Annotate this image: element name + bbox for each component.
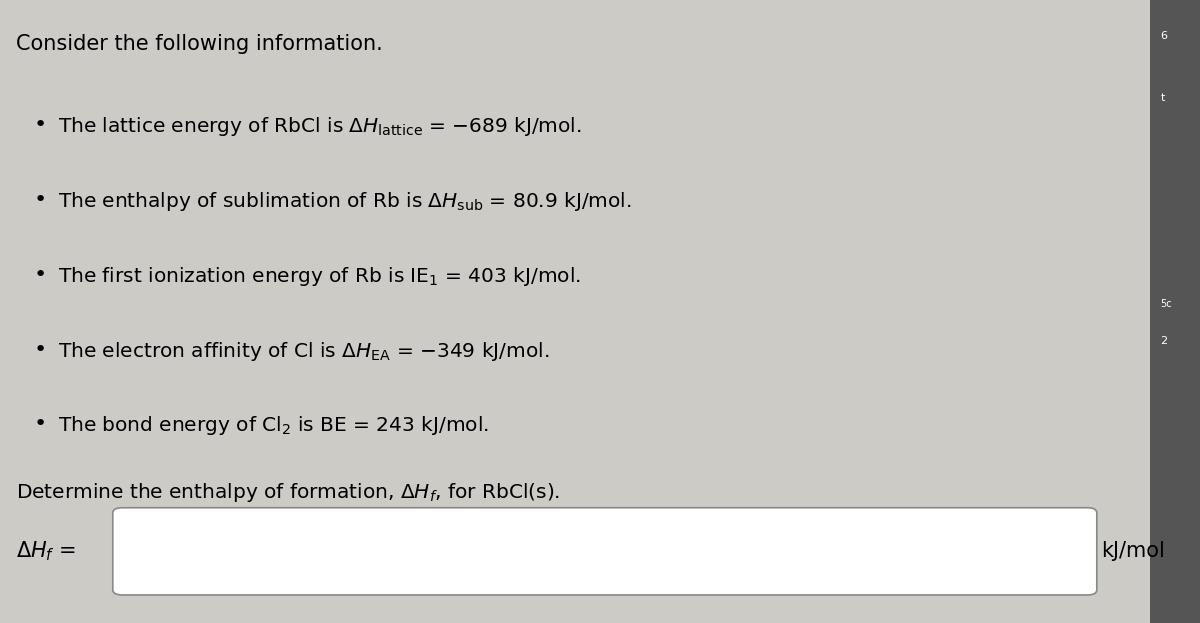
FancyBboxPatch shape (113, 508, 1097, 595)
Text: •: • (34, 115, 47, 135)
Text: •: • (34, 190, 47, 210)
Text: Consider the following information.: Consider the following information. (16, 34, 383, 54)
Text: The bond energy of $\mathrm{Cl}_{2}$ is BE = 243 kJ/mol.: The bond energy of $\mathrm{Cl}_{2}$ is … (58, 414, 488, 437)
Text: 6: 6 (1160, 31, 1168, 41)
Text: The first ionization energy of Rb is $\mathrm{IE}_{1}$ = 403 kJ/mol.: The first ionization energy of Rb is $\m… (58, 265, 581, 288)
Text: The electron affinity of Cl is $\Delta H_{\mathrm{EA}}$ = −349 kJ/mol.: The electron affinity of Cl is $\Delta H… (58, 340, 548, 363)
Text: 5c: 5c (1160, 299, 1172, 309)
Text: •: • (34, 340, 47, 359)
Text: •: • (34, 265, 47, 285)
Text: 2: 2 (1160, 336, 1168, 346)
Text: t: t (1160, 93, 1165, 103)
Text: Determine the enthalpy of formation, $\Delta H_{f}$, for RbCl(s).: Determine the enthalpy of formation, $\D… (16, 481, 560, 504)
Text: kJ/mol: kJ/mol (1102, 541, 1165, 561)
Text: $\Delta H_{f}$ =: $\Delta H_{f}$ = (16, 540, 76, 563)
Text: The lattice energy of RbCl is $\Delta H_{\mathrm{lattice}}$ = −689 kJ/mol.: The lattice energy of RbCl is $\Delta H_… (58, 115, 581, 138)
Bar (1150, 0, 1200, 623)
Text: The enthalpy of sublimation of Rb is $\Delta H_{\mathrm{sub}}$ = 80.9 kJ/mol.: The enthalpy of sublimation of Rb is $\D… (58, 190, 631, 213)
Text: •: • (34, 414, 47, 434)
